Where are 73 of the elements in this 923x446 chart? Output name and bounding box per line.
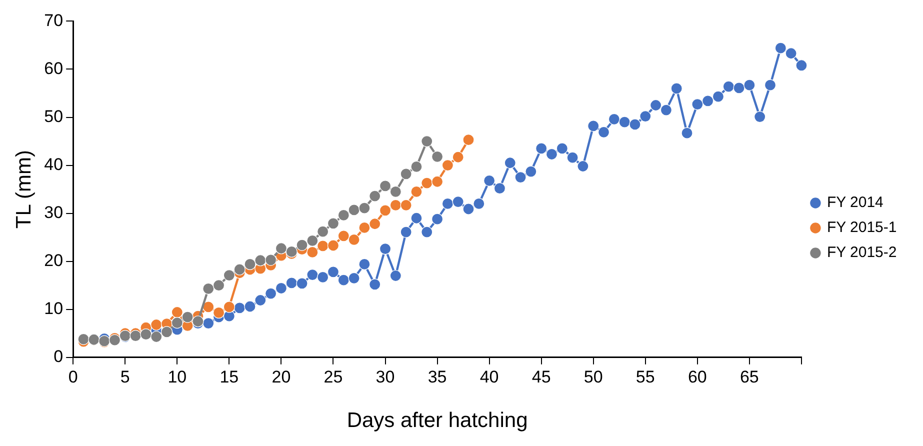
y-tick-label: 30 [44, 203, 64, 222]
x-tick-label: 40 [480, 367, 499, 386]
x-axis-title: Days after hatching [346, 409, 528, 432]
point [400, 199, 412, 211]
x-tick-label: 60 [688, 367, 707, 386]
point [379, 204, 392, 216]
point [306, 234, 318, 246]
point [244, 258, 256, 270]
x-tick-label: 10 [168, 367, 187, 386]
point [431, 150, 444, 162]
x-tick-label: 5 [120, 367, 130, 386]
point [442, 159, 454, 172]
point [296, 239, 308, 251]
point [369, 218, 381, 230]
y-tick-label: 50 [44, 106, 64, 126]
point [234, 264, 246, 276]
point [150, 330, 162, 343]
point [171, 306, 183, 318]
point [317, 240, 329, 252]
point [327, 240, 340, 252]
point [431, 176, 444, 188]
point [338, 230, 350, 242]
point [379, 180, 392, 192]
point [358, 222, 370, 234]
point [317, 226, 329, 238]
x-tick-label: 15 [220, 367, 239, 386]
point [452, 151, 464, 163]
point [358, 202, 370, 214]
point [462, 134, 474, 146]
point [254, 254, 266, 266]
point [327, 218, 340, 230]
point [390, 186, 402, 198]
x-tick-label: 55 [636, 367, 655, 386]
y-tick-label: 60 [44, 58, 64, 78]
point [202, 301, 214, 313]
y-tick-label: 10 [44, 299, 64, 318]
point [202, 282, 214, 295]
point [410, 186, 422, 198]
y-axis-title: TL (mm) [12, 150, 36, 229]
y-tick-label: 70 [44, 10, 64, 30]
point [390, 199, 402, 211]
point [421, 177, 433, 189]
legend-label: FY 2014 [826, 194, 884, 212]
point [348, 234, 360, 246]
point [421, 135, 433, 148]
x-tick-label: 0 [68, 367, 78, 386]
point [410, 160, 422, 173]
x-tick-label: 35 [428, 367, 447, 386]
point [369, 190, 381, 202]
x-tick-label: 30 [376, 367, 395, 386]
x-tick-label: 50 [584, 367, 603, 386]
y-tick-label: 0 [54, 347, 64, 366]
point [348, 204, 360, 216]
legend-label: FY 2015-1 [826, 219, 897, 236]
point [150, 318, 162, 331]
x-tick-label: 25 [324, 367, 343, 386]
point [306, 246, 318, 258]
point [171, 317, 183, 329]
point [265, 254, 277, 266]
x-tick-label: 20 [272, 367, 291, 386]
point [338, 209, 350, 222]
point [223, 301, 235, 313]
x-tick-label: 65 [740, 367, 759, 386]
point [212, 306, 225, 319]
legend-label: FY 2015-2 [826, 244, 897, 262]
y-tick-label: 20 [44, 251, 64, 270]
x-tick-label: 45 [532, 367, 551, 386]
point [275, 242, 288, 254]
point [400, 168, 412, 180]
point [182, 311, 194, 323]
point [223, 269, 235, 282]
point [212, 280, 225, 292]
y-tick-label: 40 [44, 154, 64, 174]
